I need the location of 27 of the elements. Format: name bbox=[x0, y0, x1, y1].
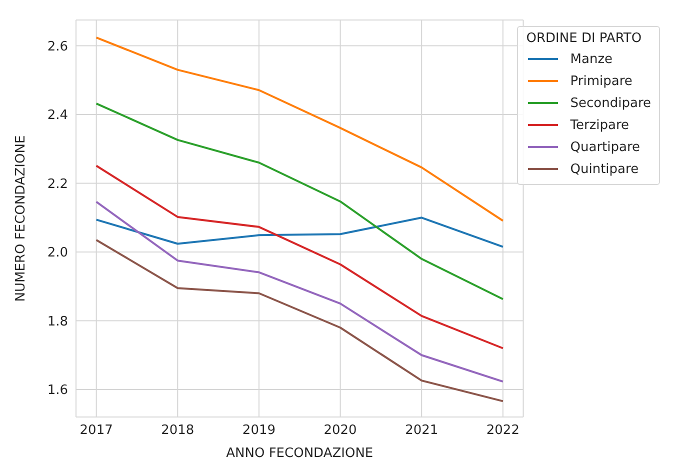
y-tick-label: 2.2 bbox=[47, 176, 68, 192]
y-tick-label: 2.4 bbox=[47, 108, 68, 124]
x-axis-title: ANNO FECONDAZIONE bbox=[226, 446, 374, 461]
line-series bbox=[95, 36, 504, 222]
legend-label: Quintipare bbox=[570, 162, 639, 176]
x-tick-label: 2019 bbox=[242, 423, 276, 438]
x-tick-label: 2022 bbox=[486, 423, 520, 438]
legend-label: Terzipare bbox=[570, 118, 630, 132]
legend-label: Quartipare bbox=[570, 140, 640, 154]
y-tick-label: 1.6 bbox=[47, 383, 68, 398]
legend-label: Secondipare bbox=[570, 96, 651, 110]
line-series bbox=[95, 238, 504, 402]
legend-label: Primipare bbox=[570, 74, 632, 88]
line-series bbox=[95, 164, 504, 350]
x-tick-label: 2017 bbox=[80, 423, 113, 438]
x-tick-label: 2018 bbox=[161, 423, 194, 438]
y-tick-label: 1.8 bbox=[47, 314, 68, 330]
legend-label: Manze bbox=[570, 52, 613, 66]
line-series bbox=[95, 216, 504, 248]
y-tick-label: 2.0 bbox=[47, 246, 68, 261]
legend-title: ORDINE DI PARTO bbox=[526, 31, 643, 46]
x-tick-label: 2020 bbox=[324, 423, 357, 438]
y-tick-label: 2.6 bbox=[47, 39, 68, 54]
line-series bbox=[95, 200, 504, 383]
line-series bbox=[95, 102, 504, 300]
x-tick-label: 2021 bbox=[405, 423, 438, 438]
y-axis-title: NUMERO FECONDAZIONE bbox=[14, 135, 29, 302]
